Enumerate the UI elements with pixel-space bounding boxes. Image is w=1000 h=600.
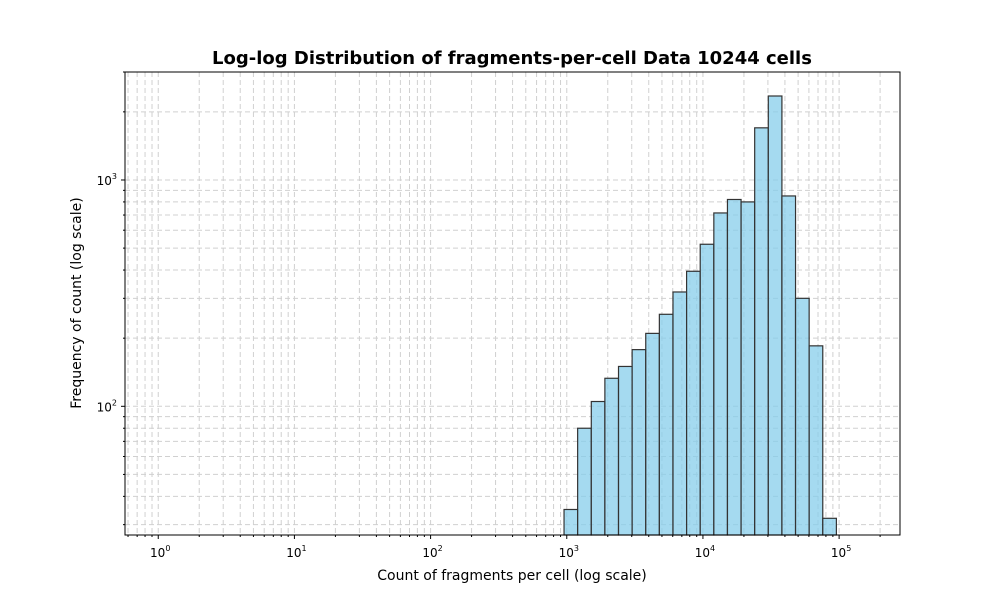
y-tick-label: 103 [97,172,117,188]
histogram-bar [794,297,810,536]
histogram-bar [604,377,620,536]
histogram-bar [631,349,647,536]
y-axis-label: Frequency of count (log scale) [69,197,85,408]
histogram-bar [808,345,824,536]
y-tick-label: 102 [97,398,117,414]
histogram-bar [822,517,837,536]
histogram-bar [767,95,783,536]
histogram-bar [685,270,701,536]
axis-ticks: 100 101 102 103 104 105 102 103 [97,71,881,560]
x-tick-label: 100 [150,544,170,560]
x-axis-label: Count of fragments per cell (log scale) [377,568,647,584]
histogram-bar [645,332,660,536]
histogram-bar [563,508,579,536]
histogram-bar [672,291,688,536]
x-tick-label: 102 [422,544,442,560]
x-tick-label: 104 [695,544,715,560]
histogram-bar [577,427,592,536]
histogram-bar [754,127,769,536]
histogram-bar [713,212,729,536]
histogram-bar [781,195,797,536]
histogram-bar [617,365,633,536]
histogram-bar [590,400,606,536]
x-tick-label: 105 [831,544,851,560]
x-tick-label: 103 [559,544,579,560]
histogram-bar [658,313,674,536]
chart-title: Log-log Distribution of fragments-per-ce… [212,48,812,69]
histogram-bar [740,201,756,536]
histogram-bar [699,243,715,536]
histogram-bar [726,198,742,536]
x-tick-label: 101 [286,544,306,560]
